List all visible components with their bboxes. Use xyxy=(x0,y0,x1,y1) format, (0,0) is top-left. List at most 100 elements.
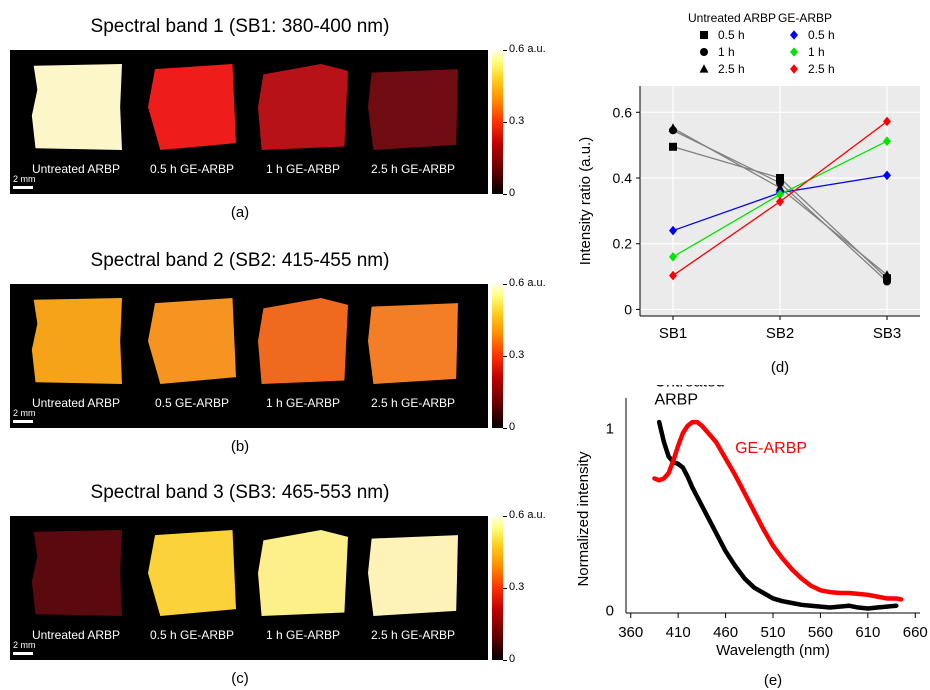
series-annotation-untreated: Untreated xyxy=(654,385,724,390)
sample-patch xyxy=(148,530,236,616)
x-tick-label: 610 xyxy=(855,624,880,641)
x-tick-label: SB1 xyxy=(659,325,687,342)
sample-label: 1 h GE-ARBP xyxy=(265,628,341,642)
legend-entry-label: 2.5 h xyxy=(718,62,745,76)
sample-label: 2.5 h GE-ARBP xyxy=(370,162,456,176)
x-tick-label: SB2 xyxy=(766,325,794,342)
x-tick-label: 460 xyxy=(713,624,738,641)
sample-patch xyxy=(148,298,236,384)
panel-title: Spectral band 2 (SB2: 415-455 nm) xyxy=(90,250,390,271)
colorbar-tick-mark xyxy=(503,50,507,51)
diamond-marker xyxy=(669,252,677,262)
sample-patch xyxy=(31,298,122,384)
spectrum-line xyxy=(652,419,904,602)
sample-label: Untreated ARBP xyxy=(31,396,121,410)
sample-label: 2.5 h GE-ARBP xyxy=(370,396,456,410)
diamond-marker xyxy=(883,136,891,146)
colorbar-tick-label: 0 xyxy=(509,421,516,433)
panel-sublabel: (e) xyxy=(764,672,782,689)
normalized-spectra-chart: 360 410 460 510 560 610 660 0 1 Wavelength (nm) No… xyxy=(575,385,928,689)
diamond-marker xyxy=(669,225,677,236)
diamond-marker xyxy=(883,170,891,181)
intensity-ratio-chart: 0 0.2 0.4 0.6 SB1 SB2 SB3 Intensity ratio (a.u.… xyxy=(577,11,920,376)
x-tick-label: 360 xyxy=(618,624,643,641)
sample-label: Untreated ARBP xyxy=(31,162,121,176)
scale-bar-label: 2 mm xyxy=(13,640,36,650)
circle-marker xyxy=(776,178,784,187)
triangle-marker xyxy=(882,270,892,279)
colorbar-tick-label: 0 xyxy=(509,187,516,199)
x-tick-label: 410 xyxy=(666,624,691,641)
x-axis-label: Wavelength (nm) xyxy=(716,642,830,659)
colorbar-tick-mark xyxy=(503,588,507,589)
colorbar xyxy=(492,50,503,194)
legend-entry-label: 0.5 h xyxy=(718,28,745,42)
colorbar-tick-label: 0.3 xyxy=(509,115,525,127)
diamond-marker xyxy=(790,64,798,74)
spectrum-line xyxy=(656,419,899,611)
sample-label: 1 h GE-ARBP xyxy=(265,396,341,410)
colorbar xyxy=(492,516,503,660)
y-tick-label: 0.6 xyxy=(613,104,633,120)
circle-marker xyxy=(700,48,708,56)
sample-patch xyxy=(31,530,122,616)
legend-entry-label: 1 h xyxy=(808,45,825,59)
diamond-marker xyxy=(669,270,677,281)
sample-patch xyxy=(368,535,458,616)
legend-entry-label: 0.5 h xyxy=(808,28,835,42)
sample-label: 0.5 h GE-ARBP xyxy=(149,162,235,176)
diamond-marker xyxy=(776,189,784,200)
panel-sublabel: (b) xyxy=(230,438,250,455)
sample-patch xyxy=(258,298,348,384)
x-tick-label: SB3 xyxy=(873,325,901,342)
legend-entry-label: 1 h xyxy=(718,45,735,59)
circle-marker xyxy=(883,277,891,286)
diamond-marker xyxy=(790,30,798,40)
diamond-marker xyxy=(776,196,784,207)
spectral-image: Untreated ARBP 0.5 GE-ARBP 1 h GE-ARBP 2.5 … xyxy=(10,284,488,428)
square-marker xyxy=(700,31,708,39)
sample-label: 2.5 h GE-ARBP xyxy=(370,628,456,642)
sample-patch xyxy=(258,530,348,616)
diamond-marker xyxy=(790,47,798,57)
colorbar-tick-mark xyxy=(503,284,507,285)
sample-patch xyxy=(148,64,236,150)
triangle-marker xyxy=(668,123,678,132)
colorbar-tick-mark xyxy=(503,122,507,123)
scale-bar-label: 2 mm xyxy=(13,174,36,184)
x-tick-label: 560 xyxy=(808,624,833,641)
y-tick-label: 0 xyxy=(624,301,632,317)
colorbar-tick-mark xyxy=(503,516,507,517)
colorbar-tick-label: 0.3 xyxy=(509,581,525,593)
y-axis-label: Normalized intensity xyxy=(575,451,592,587)
colorbar-tick-mark xyxy=(503,660,507,661)
y-tick-label: 0 xyxy=(606,602,614,619)
panel-sublabel: (a) xyxy=(230,204,250,221)
sample-label: 0.5 h GE-ARBP xyxy=(149,628,235,642)
square-marker xyxy=(669,142,677,151)
x-tick-label: 510 xyxy=(760,624,785,641)
legend-entry-label: 2.5 h xyxy=(808,62,835,76)
legend-group-title: GE-ARBP xyxy=(778,11,832,25)
colorbar-tick-label: 0 xyxy=(509,653,516,665)
colorbar-tick-mark xyxy=(503,428,507,429)
panel-sublabel: (c) xyxy=(231,670,249,687)
colorbar-tick-label: 0.6 a.u. xyxy=(509,277,546,289)
series-annotation-untreated: ARBP xyxy=(654,391,698,408)
panel-title: Spectral band 3 (SB3: 465-553 nm) xyxy=(90,482,390,503)
spectral-image: Untreated ARBP 0.5 h GE-ARBP 1 h GE-ARBP 2.… xyxy=(10,50,488,194)
y-axis-label: Intensity ratio (a.u.) xyxy=(577,137,594,265)
scale-bar xyxy=(13,420,33,423)
x-tick-label: 660 xyxy=(903,624,928,641)
scale-bar-label: 2 mm xyxy=(13,408,36,418)
colorbar-tick-mark xyxy=(503,194,507,195)
legend-group-title: Untreated ARBP xyxy=(688,11,776,25)
panel-sublabel: (d) xyxy=(771,359,789,376)
colorbar-tick-label: 0.6 a.u. xyxy=(509,43,546,55)
sample-label: 0.5 GE-ARBP xyxy=(154,396,230,410)
y-tick-label: 0.2 xyxy=(613,236,633,252)
y-tick-label: 0.4 xyxy=(613,170,633,186)
spectral-image: Untreated ARBP 0.5 h GE-ARBP 1 h GE-ARBP 2.… xyxy=(10,516,488,660)
series-annotation-ge-arbp: GE-ARBP xyxy=(735,440,807,457)
colorbar xyxy=(492,284,503,428)
